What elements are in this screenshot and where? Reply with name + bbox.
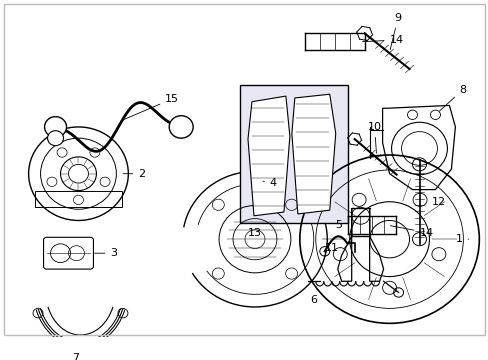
- Text: 7: 7: [72, 353, 80, 360]
- Text: 9: 9: [389, 13, 401, 49]
- Text: 10: 10: [367, 122, 381, 153]
- Text: 6: 6: [309, 295, 316, 305]
- Text: 8: 8: [439, 85, 466, 111]
- Polygon shape: [247, 96, 289, 216]
- Circle shape: [169, 116, 193, 138]
- Text: 14: 14: [362, 35, 403, 45]
- Bar: [35, 190, 122, 207]
- Text: 3: 3: [93, 248, 117, 258]
- Text: 4: 4: [263, 178, 277, 188]
- Text: 1: 1: [454, 234, 468, 244]
- FancyBboxPatch shape: [240, 85, 347, 223]
- Text: 13: 13: [247, 228, 262, 238]
- Circle shape: [44, 117, 66, 137]
- Circle shape: [47, 131, 63, 146]
- Text: 12: 12: [430, 197, 445, 207]
- Text: 14: 14: [389, 226, 433, 238]
- Polygon shape: [291, 94, 335, 214]
- Text: 15: 15: [121, 94, 179, 121]
- Text: 2: 2: [123, 169, 145, 179]
- Text: 5: 5: [334, 220, 341, 230]
- Text: 11: 11: [324, 243, 338, 253]
